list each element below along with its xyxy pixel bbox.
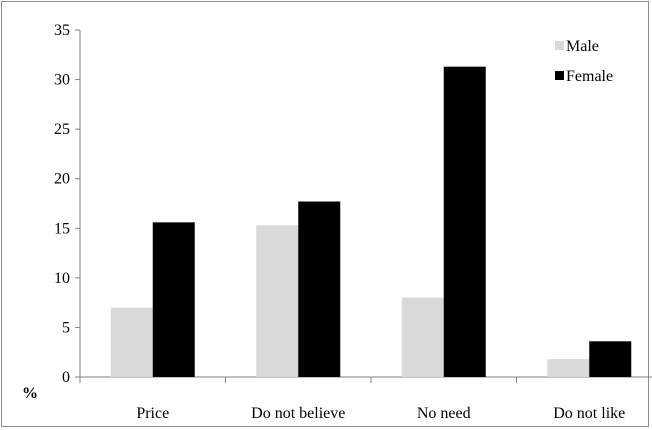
x-axis: Price Do not believe No need Do not like [79,376,652,422]
y-axis: 0 5 10 15 20 25 30 35 [54,22,81,386]
bars [110,66,632,377]
legend-swatch-female [555,71,564,80]
y-tick-label: 30 [54,72,70,89]
y-tick-label: 10 [54,270,70,287]
y-tick-label: 15 [54,220,70,237]
y-tick-label: 20 [54,171,70,188]
y-tick-label: 25 [54,121,70,138]
bar-female-no-need [443,66,486,377]
legend: Male Female [555,38,613,85]
bar-male-price [110,307,153,377]
y-unit-label: % [22,385,38,402]
y-tick-label: 35 [54,22,70,39]
legend-label-male: Male [566,38,599,55]
bar-female-price [152,222,195,377]
bar-male-do-not-believe [256,225,299,377]
bar-female-do-not-like [589,341,632,377]
bar-male-no-need [401,297,444,377]
x-tick-label: Price [136,405,169,422]
y-tick-label: 0 [62,369,70,386]
bar-male-do-not-like [547,359,590,377]
legend-label-female: Female [566,68,613,85]
bar-female-do-not-believe [298,201,341,377]
y-tick-label: 5 [62,319,70,336]
x-tick-label: Do not believe [251,405,345,422]
x-tick-label: Do not like [553,405,625,422]
legend-swatch-male [555,41,564,50]
x-tick-label: No need [417,405,471,422]
